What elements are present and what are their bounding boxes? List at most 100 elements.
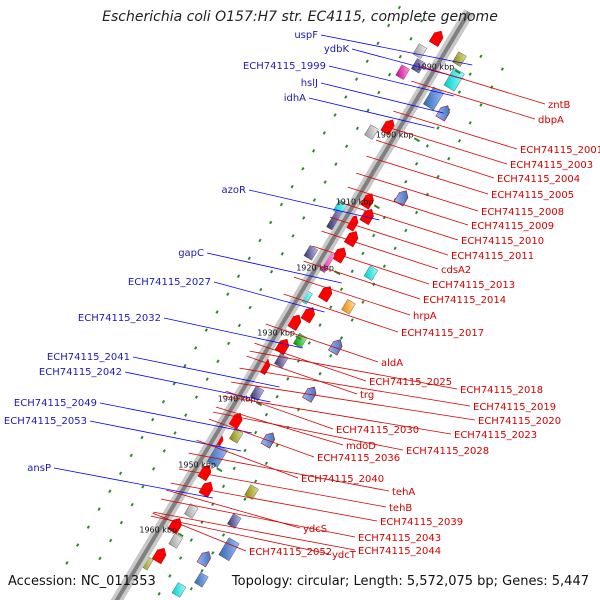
gene-label-ech74115_2011[interactable]: ECH74115_2011 <box>451 251 534 262</box>
track-dot <box>204 328 208 332</box>
gene-label-ech74115_2009[interactable]: ECH74115_2009 <box>471 221 554 232</box>
gene-label-zntb[interactable]: zntB <box>548 100 571 111</box>
track-dot <box>157 592 161 596</box>
leader-line <box>188 452 390 492</box>
gene-label-ech74115_1999[interactable]: ECH74115_1999 <box>243 61 326 72</box>
gene-label-azor[interactable]: azoR <box>222 185 246 196</box>
gene-block <box>274 352 289 369</box>
track-dot <box>173 431 177 435</box>
gene-label-ydbk[interactable]: ydbK <box>324 44 350 55</box>
track-dot <box>344 95 348 99</box>
gene-label-ech74115_2043[interactable]: ECH74115_2043 <box>358 533 441 544</box>
gene-label-ydcs[interactable]: ydcS <box>303 524 327 535</box>
gene-label-ech74115_2030[interactable]: ECH74115_2030 <box>336 425 419 436</box>
gene-block <box>452 51 467 67</box>
gene-label-ech74115_2004[interactable]: ECH74115_2004 <box>497 174 580 185</box>
track-dot <box>387 72 392 77</box>
track-dot <box>205 377 209 382</box>
gene-label-ech74115_2008[interactable]: ECH74115_2008 <box>481 207 564 218</box>
gene-label-ech74115_2053[interactable]: ECH74115_2053 <box>4 416 87 427</box>
leader-line <box>239 367 471 407</box>
gene-arrow <box>274 338 290 355</box>
leader-line <box>312 245 430 285</box>
track-dot <box>194 346 198 350</box>
gene-label-ech74115_2017[interactable]: ECH74115_2017 <box>401 328 484 339</box>
leader-line <box>231 381 476 421</box>
track-dot <box>215 310 219 314</box>
track-dot <box>151 417 155 422</box>
track-dot <box>254 430 258 435</box>
leader-line <box>321 230 439 270</box>
gene-label-ansp[interactable]: ansP <box>27 463 51 474</box>
leader-line <box>160 498 356 538</box>
gene-label-teha[interactable]: tehA <box>392 487 415 498</box>
kbp-tick-label: 1950 kbp <box>178 460 216 469</box>
gene-label-ech74115_2010[interactable]: ECH74115_2010 <box>461 236 544 247</box>
leader-line <box>99 402 253 434</box>
gene-label-dbpa[interactable]: dbpA <box>538 115 564 126</box>
track-dot <box>409 36 413 41</box>
gene-arrow <box>428 30 444 47</box>
track-dot <box>425 144 429 148</box>
gene-label-ech74115_2014[interactable]: ECH74115_2014 <box>423 295 506 306</box>
track-dot <box>178 556 183 560</box>
gene-label-ech74115_2028[interactable]: ECH74115_2028 <box>406 446 489 457</box>
track-dot <box>130 502 134 507</box>
gene-label-ech74115_2001[interactable]: ECH74115_2001 <box>520 145 600 156</box>
gene-label-ydct[interactable]: ydcT <box>332 550 357 561</box>
gene-label-ech74115_2039[interactable]: ECH74115_2039 <box>380 517 463 528</box>
track-dot <box>141 484 145 489</box>
gene-labels: uspF ydbK ECH74115_1999 hslJ idhA azoR gapC ECH… <box>4 30 600 561</box>
gene-arrow <box>300 307 316 324</box>
gene-label-gapc[interactable]: gapC <box>178 248 204 259</box>
gene-label-hrpa[interactable]: hrpA <box>413 311 437 322</box>
gene-label-ech74115_2032[interactable]: ECH74115_2032 <box>78 313 161 324</box>
track-dot <box>264 461 269 466</box>
track-dot <box>376 41 380 46</box>
track-dot <box>247 256 251 261</box>
gene-label-ech74115_2027[interactable]: ECH74115_2027 <box>128 277 211 288</box>
track-dot <box>237 323 242 328</box>
kbp-tick-label: 1900 kbp <box>376 130 414 139</box>
gene-label-ech74115_2036[interactable]: ECH74115_2036 <box>317 453 400 464</box>
gene-label-ech74115_2044[interactable]: ECH74115_2044 <box>358 546 441 557</box>
track-dot <box>345 144 349 149</box>
kbp-tick-mark <box>413 137 421 143</box>
gene-label-ech74115_2049[interactable]: ECH74115_2049 <box>14 398 97 409</box>
gene-label-ech74115_2023[interactable]: ECH74115_2023 <box>454 430 537 441</box>
gene-label-ech74115_2013[interactable]: ECH74115_2013 <box>432 280 515 291</box>
gene-label-uspf[interactable]: uspF <box>294 30 318 41</box>
gene-label-idha[interactable]: idhA <box>284 93 306 104</box>
gene-label-ech74115_2019[interactable]: ECH74115_2019 <box>473 402 556 413</box>
leader-line <box>320 82 444 114</box>
track-dot <box>211 551 215 555</box>
track-dot <box>189 586 193 591</box>
gene-label-ech74115_2025[interactable]: ECH74115_2025 <box>369 377 452 388</box>
track-dot <box>468 72 472 77</box>
gene-label-tehb[interactable]: tehB <box>389 503 412 514</box>
track-dot <box>387 23 391 28</box>
gene-label-ech74115_2005[interactable]: ECH74115_2005 <box>491 190 574 201</box>
track-dot <box>457 90 462 94</box>
track-dot <box>318 371 322 376</box>
gene-label-alda[interactable]: aldA <box>381 358 403 369</box>
gene-label-mdod[interactable]: mdoD <box>346 441 376 452</box>
gene-arrow <box>196 551 211 568</box>
gene-label-ech74115_2042[interactable]: ECH74115_2042 <box>39 367 122 378</box>
leader-line <box>196 439 299 479</box>
gene-label-ech74115_2003[interactable]: ECH74115_2003 <box>510 160 593 171</box>
gene-label-trg[interactable]: trg <box>360 390 374 401</box>
gene-label-ech74115_2020[interactable]: ECH74115_2020 <box>478 416 561 427</box>
gene-label-hslj[interactable]: hslJ <box>301 78 318 89</box>
gene-label-ech74115_2040[interactable]: ECH74115_2040 <box>301 474 384 485</box>
gene-label-ech74115_2018[interactable]: ECH74115_2018 <box>460 385 543 396</box>
gene-arrow <box>151 548 167 565</box>
track-dot <box>162 449 166 453</box>
leader-line <box>153 511 356 551</box>
gene-label-ech74115_2052[interactable]: ECH74115_2052 <box>249 547 332 558</box>
gene-label-cdsa2[interactable]: cdsA2 <box>441 265 471 276</box>
kbp-tick-label: 1930 kbp <box>257 328 295 337</box>
track-dot <box>377 90 381 95</box>
leader-line <box>420 65 546 105</box>
gene-label-ech74115_2041[interactable]: ECH74115_2041 <box>47 352 130 363</box>
